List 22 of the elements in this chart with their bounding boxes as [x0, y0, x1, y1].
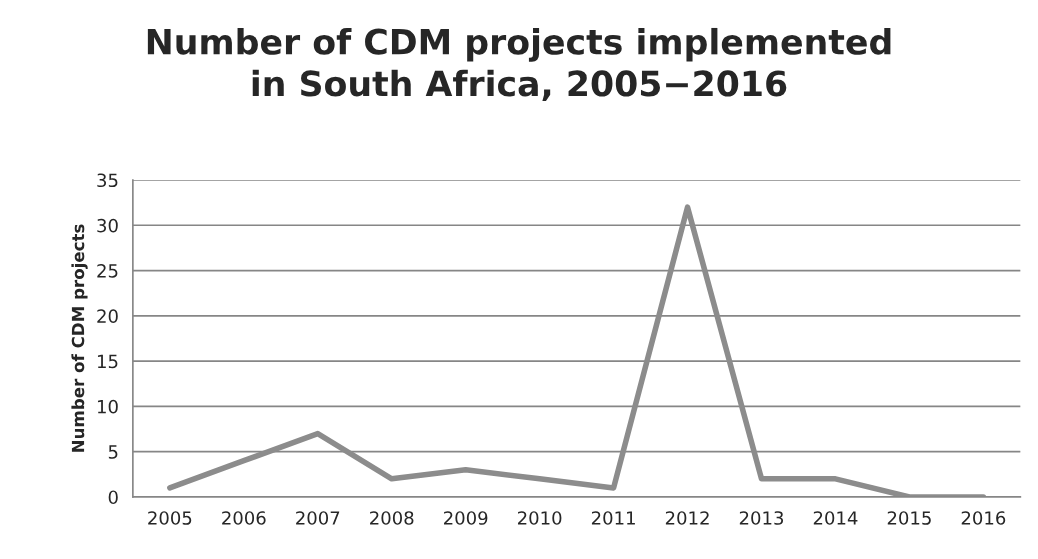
x-tick-label: 2012: [665, 511, 709, 525]
y-axis-title: Number of CDM projects: [71, 224, 88, 452]
y-tick-label: 35: [97, 173, 118, 188]
x-tick-label: 2005: [148, 511, 192, 525]
x-tick-label: 2016: [961, 511, 1006, 525]
x-tick-label: 2011: [591, 511, 635, 525]
y-tick-label: 25: [97, 264, 118, 278]
x-tick-label: 2014: [813, 511, 858, 525]
y-tick-label: 0: [108, 490, 118, 505]
x-tick-label: 2006: [222, 511, 266, 525]
x-tick-label: 2007: [296, 511, 340, 525]
x-tick-label: 2010: [517, 511, 562, 525]
y-tick-label: 30: [97, 218, 118, 233]
chart-title: Number of CDM projects implemented in South Africa, 2005−2016: [147, 27, 891, 102]
y-tick-label: 20: [97, 309, 118, 323]
x-tick-label: 2013: [739, 511, 784, 525]
y-tick-label: 15: [97, 354, 118, 369]
y-tick-label: 5: [108, 445, 118, 459]
x-tick-label: 2008: [370, 511, 414, 525]
x-tick-label: 2009: [444, 511, 488, 525]
y-tick-label: 10: [97, 399, 118, 414]
x-tick-label: 2015: [887, 511, 931, 525]
